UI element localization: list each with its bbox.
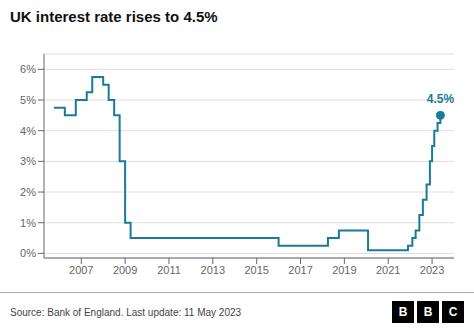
svg-text:2015: 2015 <box>244 264 268 276</box>
svg-text:0%: 0% <box>20 247 36 259</box>
svg-text:6%: 6% <box>20 63 36 75</box>
svg-text:2011: 2011 <box>157 264 181 276</box>
html-text:B: B <box>423 305 433 319</box>
html-text:B: B <box>398 305 408 319</box>
svg-text:4.5%: 4.5% <box>427 92 455 106</box>
svg-text:2013: 2013 <box>201 264 225 276</box>
html-text:C: C <box>448 305 458 319</box>
svg-text:2009: 2009 <box>113 264 137 276</box>
svg-text:2019: 2019 <box>332 264 356 276</box>
svg-text:2007: 2007 <box>69 264 93 276</box>
svg-text:4%: 4% <box>20 125 36 137</box>
svg-text:3%: 3% <box>20 155 36 167</box>
html-text:Source: Bank of England. Last: Source: Bank of England. Last update: 11… <box>10 306 242 318</box>
svg-text:2021: 2021 <box>376 264 400 276</box>
svg-text:1%: 1% <box>20 217 36 229</box>
svg-text:2%: 2% <box>20 186 36 198</box>
html-text:UK interest rate rises to 4.5%: UK interest rate rises to 4.5% <box>10 8 218 25</box>
svg-text:2023: 2023 <box>420 264 444 276</box>
svg-text:5%: 5% <box>20 94 36 106</box>
svg-text:2017: 2017 <box>288 264 312 276</box>
